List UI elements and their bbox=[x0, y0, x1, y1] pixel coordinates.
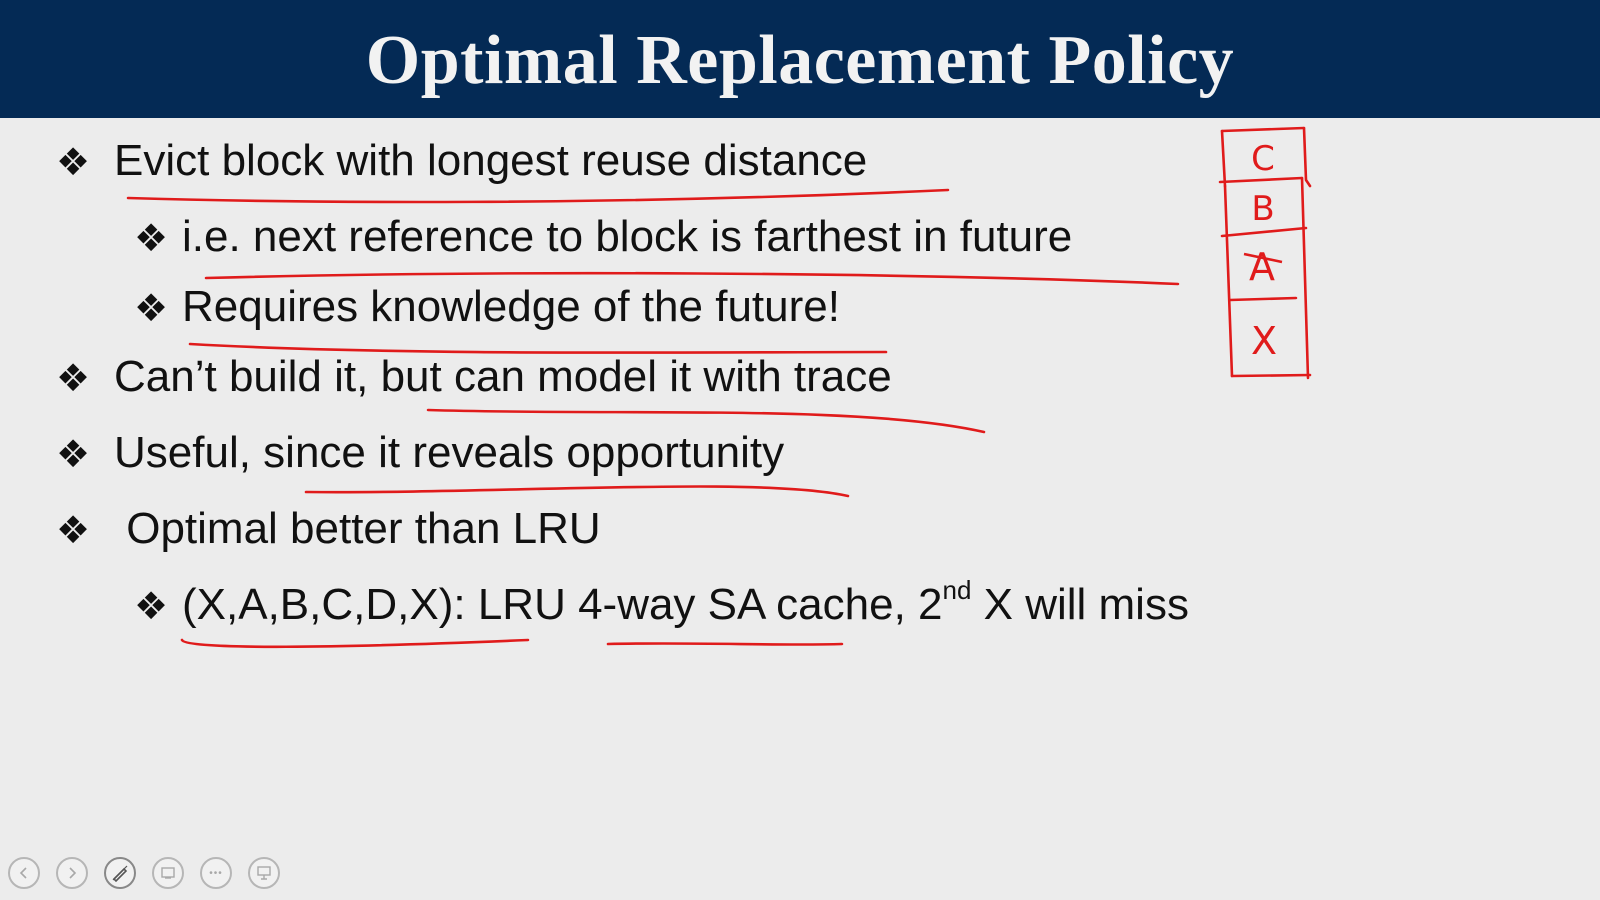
bullet-cant-build: ❖ Can’t build it, but can model it with t… bbox=[56, 352, 892, 402]
pen-icon[interactable] bbox=[104, 857, 136, 889]
prev-icon[interactable] bbox=[8, 857, 40, 889]
cache-label-x: X bbox=[1251, 319, 1277, 363]
bullet-text-after: X will miss bbox=[971, 580, 1189, 629]
underline-4way bbox=[606, 642, 844, 646]
cache-label-a: A bbox=[1249, 245, 1275, 289]
slide-sorter-icon[interactable] bbox=[152, 857, 184, 889]
bullet-diamond-icon: ❖ bbox=[134, 586, 169, 628]
bullet-diamond-icon: ❖ bbox=[134, 288, 169, 330]
bullet-optimal-better: ❖ Optimal better than LRU bbox=[56, 504, 601, 554]
cache-stack-drawing bbox=[1218, 126, 1312, 380]
bullet-requires-knowledge: ❖ Requires knowledge of the future! bbox=[134, 282, 840, 332]
bullet-text: Can’t build it, but can model it with tr… bbox=[114, 352, 892, 401]
next-icon[interactable] bbox=[56, 857, 88, 889]
bullet-diamond-icon: ❖ bbox=[56, 142, 91, 184]
bullet-diamond-icon: ❖ bbox=[56, 510, 91, 552]
ordinal-superscript: nd bbox=[942, 575, 972, 605]
slide-title: Optimal Replacement Policy bbox=[365, 22, 1235, 99]
cache-label-b: B bbox=[1251, 189, 1274, 229]
bullet-text: Requires knowledge of the future! bbox=[182, 282, 840, 331]
bullet-text: i.e. next reference to block is farthest… bbox=[182, 212, 1073, 261]
bullet-text: Optimal better than LRU bbox=[114, 504, 601, 553]
bullet-evict-block: ❖ Evict block with longest reuse distance bbox=[56, 136, 867, 186]
underline-evict bbox=[126, 188, 950, 204]
underline-sequence bbox=[180, 638, 530, 649]
bullet-diamond-icon: ❖ bbox=[56, 434, 91, 476]
more-icon[interactable]: ••• bbox=[200, 857, 232, 889]
presenter-view-icon[interactable] bbox=[248, 857, 280, 889]
bullet-text: Evict block with longest reuse distance bbox=[114, 136, 868, 185]
presentation-controls: ••• bbox=[8, 857, 280, 891]
bullet-text-before: (X,A,B,C,D,X): LRU 4-way SA cache, 2 bbox=[182, 580, 943, 629]
bullet-useful: ❖ Useful, since it reveals opportunity bbox=[56, 428, 784, 478]
cache-label-c: C bbox=[1251, 139, 1275, 179]
underline-reveals bbox=[304, 485, 850, 498]
bullet-next-reference: ❖ i.e. next reference to block is farthes… bbox=[134, 212, 1072, 262]
bullet-lru-example: ❖ (X,A,B,C,D,X): LRU 4-way SA cache, 2nd … bbox=[134, 577, 1189, 630]
bullet-diamond-icon: ❖ bbox=[56, 358, 91, 400]
bullet-text: Useful, since it reveals opportunity bbox=[114, 428, 785, 477]
cache-label-a-strike bbox=[1243, 252, 1283, 264]
bullet-diamond-icon: ❖ bbox=[134, 218, 169, 260]
title-bar bbox=[0, 0, 1600, 118]
